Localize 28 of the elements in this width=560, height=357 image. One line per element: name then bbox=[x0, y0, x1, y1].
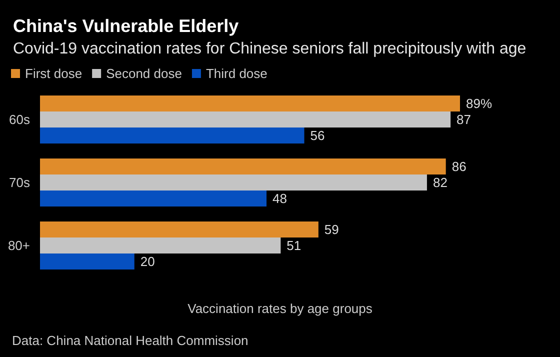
data-label: 82 bbox=[432, 175, 448, 190]
data-label: 59 bbox=[324, 222, 339, 237]
legend-label: Second dose bbox=[106, 66, 182, 81]
data-label: 89% bbox=[466, 96, 492, 111]
bar bbox=[40, 158, 446, 174]
bar bbox=[40, 190, 267, 206]
bar bbox=[40, 238, 281, 254]
bar bbox=[40, 222, 318, 238]
data-label: 48 bbox=[272, 191, 287, 206]
bar bbox=[40, 254, 134, 270]
data-label: 86 bbox=[452, 159, 466, 174]
data-label: 51 bbox=[286, 238, 302, 253]
chart-subtitle: Covid-19 vaccination rates for Chinese seniors fall precipitously with age bbox=[13, 40, 526, 58]
y-tick-label: 60s bbox=[9, 112, 30, 127]
bar bbox=[40, 174, 427, 190]
text: Data: China National Health Commission bbox=[12, 333, 248, 348]
y-tick-label: 70s bbox=[9, 175, 30, 190]
bar bbox=[40, 128, 304, 144]
bar bbox=[40, 112, 451, 128]
chart-title: China's Vulnerable Elderly bbox=[13, 16, 239, 36]
data-label: 20 bbox=[140, 254, 155, 269]
bar bbox=[40, 96, 460, 112]
x-axis-title: Vaccination rates by age groups bbox=[188, 301, 373, 316]
legend-label: Third dose bbox=[206, 66, 268, 81]
legend-label: First dose bbox=[25, 66, 82, 81]
data-label: 56 bbox=[310, 128, 325, 143]
data-label: 87 bbox=[456, 112, 472, 127]
y-tick-label: 80+ bbox=[8, 238, 30, 253]
